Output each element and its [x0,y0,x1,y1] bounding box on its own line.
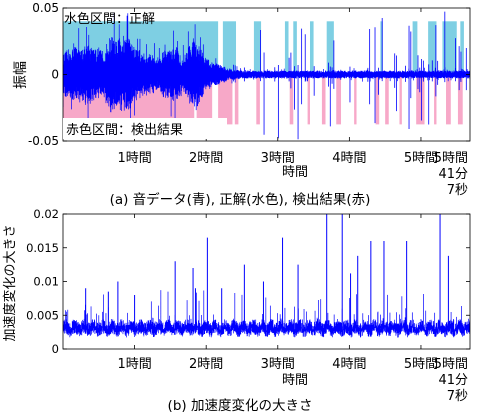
detection-interval [457,74,463,125]
detection-interval [375,74,380,125]
ground-truth-interval [309,21,314,75]
x-tick-label: 2時間 [189,151,223,166]
acceleration-series [63,214,470,338]
y-tick-label: -0.05 [28,134,59,148]
y-tick-label: 0.05 [32,1,59,15]
caption-a: (a) 音データ(青), 正解(水色), 検出結果(赤) [110,191,371,208]
x-tick-label: 5時間 [404,357,438,372]
y-tick-label: 0.005 [26,308,59,322]
ground-truth-interval [293,21,297,75]
annotation-detection: 赤色区間：検出結果 [66,122,183,138]
detection-interval [385,74,389,125]
ground-truth-interval [326,21,334,75]
x-axis-ticks-b: 1時間 2時間 3時間 4時間 5時間 [117,214,438,372]
ground-truth-interval [442,21,457,75]
ground-truth-interval [253,21,262,75]
detection-interval [434,74,437,125]
detection-interval [399,74,402,125]
x-tick-label: 4時間 [332,151,366,166]
x-tick-label: 2時間 [189,357,223,372]
detection-interval [416,74,425,125]
caption-b: (b) 加速度変化の大きさ [168,397,313,414]
x-tick-label: 3時間 [261,151,295,166]
x-end-label-b-hours: 5時間 [434,357,468,372]
x-end-label-b-seconds: 7秒 [447,389,468,404]
y-tick-label: 0.01 [33,275,59,289]
detection-interval [234,74,239,125]
y-tick-label: 0 [51,68,59,82]
annotation-ground-truth: 水色区間：正解 [64,11,155,27]
ground-truth-interval [222,21,237,75]
acceleration-path [63,290,470,338]
detection-interval [354,74,357,125]
ground-truth-interval [284,21,289,75]
detection-interval [256,74,260,125]
detection-interval [218,74,233,125]
y-tick-label: 0.02 [33,207,59,221]
ground-truth-interval [460,21,464,75]
ground-truth-interval [428,21,437,75]
y-axis-ticks-a: 0.05 0 -0.05 [28,1,470,148]
detection-interval [446,74,451,125]
x-end-label-a-hours: 5時間 [434,151,468,166]
detection-interval [321,74,326,125]
detection-interval [289,74,294,125]
y-tick-label: 0 [52,342,59,356]
y-axis-label-a: 振幅 [13,61,29,89]
chart-a: 0.05 0 -0.05 1時間 2時間 3時間 4時間 5時間 水色区間：正解 赤色区間：… [13,1,471,208]
detection-interval [336,74,342,125]
x-tick-label: 1時間 [117,151,151,166]
x-tick-label: 3時間 [261,357,295,372]
y-axis-label-b: 加速度変化の大きさ [2,224,18,341]
x-end-label-b-minutes: 41分 [438,373,468,388]
detection-interval [307,74,310,125]
x-axis-label-a: 時間 [282,165,308,180]
y-axis-ticks-b: 0 0.005 0.01 0.015 0.02 [26,207,470,356]
annotation-detection-bg [63,118,227,139]
x-axis-ticks-a: 1時間 2時間 3時間 4時間 5時間 [117,8,438,166]
x-tick-label: 4時間 [332,357,366,372]
y-tick-label: 0.015 [26,241,59,255]
x-tick-label: 1時間 [117,357,151,372]
ground-truth-interval [380,21,383,75]
chart-b: 0 0.005 0.01 0.015 0.02 1時間 2時間 3時間 4時間 5時間 加速度変… [2,207,471,414]
x-axis-label-b: 時間 [282,373,308,388]
x-end-label-a-minutes: 41分 [438,167,468,182]
ground-truth-interval [412,21,418,75]
x-tick-label: 5時間 [404,151,438,166]
x-end-label-a-seconds: 7秒 [447,183,468,198]
